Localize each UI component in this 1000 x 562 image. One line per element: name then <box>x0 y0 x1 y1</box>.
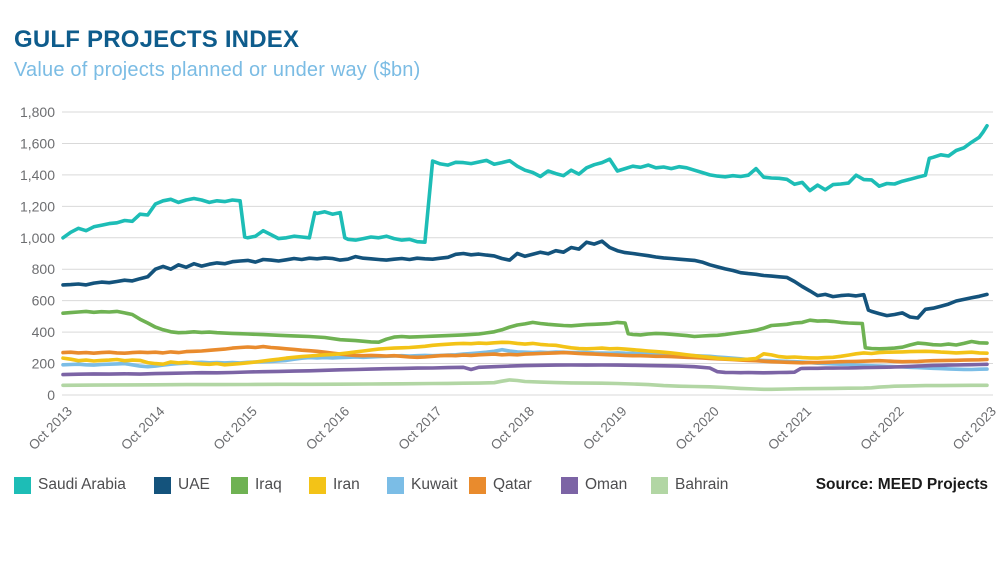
chart-subtitle: Value of projects planned or under way (… <box>14 59 421 82</box>
legend-swatch-oman <box>561 476 578 494</box>
legend-item-bahrain: Bahrain <box>651 476 761 494</box>
legend-item-uae: UAE <box>154 476 231 494</box>
legend-label-oman: Oman <box>585 476 628 493</box>
y-tick-label-1000: 1,000 <box>20 230 55 246</box>
legend-swatch-qatar <box>469 476 486 494</box>
legend-item-oman: Oman <box>561 476 651 494</box>
legend-label-iran: Iran <box>333 476 360 493</box>
series-line-qatar <box>61 344 989 365</box>
x-tick-label-oct-2019: Oct 2019 <box>580 404 629 453</box>
x-axis-labels: Oct 2013 Oct 2014 Oct 2015 Oct 2016 Oct 2017… <box>26 403 999 453</box>
series-line-saudi-arabia <box>61 124 989 244</box>
legend-label-kuwait: Kuwait <box>411 476 458 493</box>
legend-swatch-iraq <box>231 476 248 494</box>
y-tick-label-800: 800 <box>32 261 56 277</box>
legend-swatch-saudi-arabia <box>14 476 31 494</box>
chart-legend: Saudi Arabia UAE Iraq Iran Kuwait Qatar Oman Ba… <box>14 473 988 497</box>
y-axis-labels: 0 200 400 600 800 1,000 1,200 1,400 1,600 1,800 <box>20 104 55 403</box>
legend-swatch-uae <box>154 476 171 494</box>
legend-swatch-kuwait <box>387 476 404 494</box>
series-lines <box>61 124 989 392</box>
y-tick-label-1400: 1,400 <box>20 167 55 183</box>
series-line-iraq <box>61 309 989 351</box>
series-line-oman <box>61 362 989 377</box>
x-tick-label-oct-2018: Oct 2018 <box>488 404 537 453</box>
source-note: Source: MEED Projects <box>815 476 988 493</box>
x-tick-label-oct-2014: Oct 2014 <box>118 403 168 453</box>
legend-item-saudi-arabia: Saudi Arabia <box>14 476 154 494</box>
y-tick-label-0: 0 <box>47 387 55 403</box>
legend-item-iraq: Iraq <box>231 476 309 494</box>
x-tick-label-oct-2022: Oct 2022 <box>857 404 906 453</box>
legend-label-bahrain: Bahrain <box>675 476 729 493</box>
x-tick-label-oct-2021: Oct 2021 <box>765 404 814 453</box>
x-tick-label-oct-2017: Oct 2017 <box>395 404 444 453</box>
legend-item-qatar: Qatar <box>469 476 561 494</box>
y-tick-label-600: 600 <box>32 293 56 309</box>
y-tick-label-1600: 1,600 <box>20 135 55 151</box>
legend-label-uae: UAE <box>178 476 210 493</box>
y-tick-label-200: 200 <box>32 356 56 372</box>
y-tick-label-1200: 1,200 <box>20 198 55 214</box>
x-tick-label-oct-2016: Oct 2016 <box>303 404 352 453</box>
legend-swatch-bahrain <box>651 476 668 494</box>
y-tick-label-1800: 1,800 <box>20 104 55 120</box>
gridlines <box>62 111 993 396</box>
x-tick-label-oct-2023: Oct 2023 <box>950 404 999 453</box>
x-tick-label-oct-2013: Oct 2013 <box>26 404 75 453</box>
legend-label-saudi-arabia: Saudi Arabia <box>38 476 126 493</box>
chart-header: GULF PROJECTS INDEX Value of projects pl… <box>14 26 421 82</box>
x-tick-label-oct-2015: Oct 2015 <box>211 404 260 453</box>
legend-item-kuwait: Kuwait <box>387 476 469 494</box>
legend-item-iran: Iran <box>309 476 387 494</box>
page-title: GULF PROJECTS INDEX <box>14 26 300 53</box>
projects-index-line-chart: 0 200 400 600 800 1,000 1,200 1,400 1,600 1,800 Oc… <box>20 104 999 453</box>
series-line-bahrain <box>61 378 989 392</box>
legend-label-qatar: Qatar <box>493 476 532 493</box>
legend-label-iraq: Iraq <box>255 476 282 493</box>
series-line-uae <box>61 239 989 320</box>
y-tick-label-400: 400 <box>32 324 56 340</box>
x-tick-label-oct-2020: Oct 2020 <box>673 404 722 453</box>
legend-swatch-iran <box>309 476 326 494</box>
series-line-iran <box>61 340 989 367</box>
